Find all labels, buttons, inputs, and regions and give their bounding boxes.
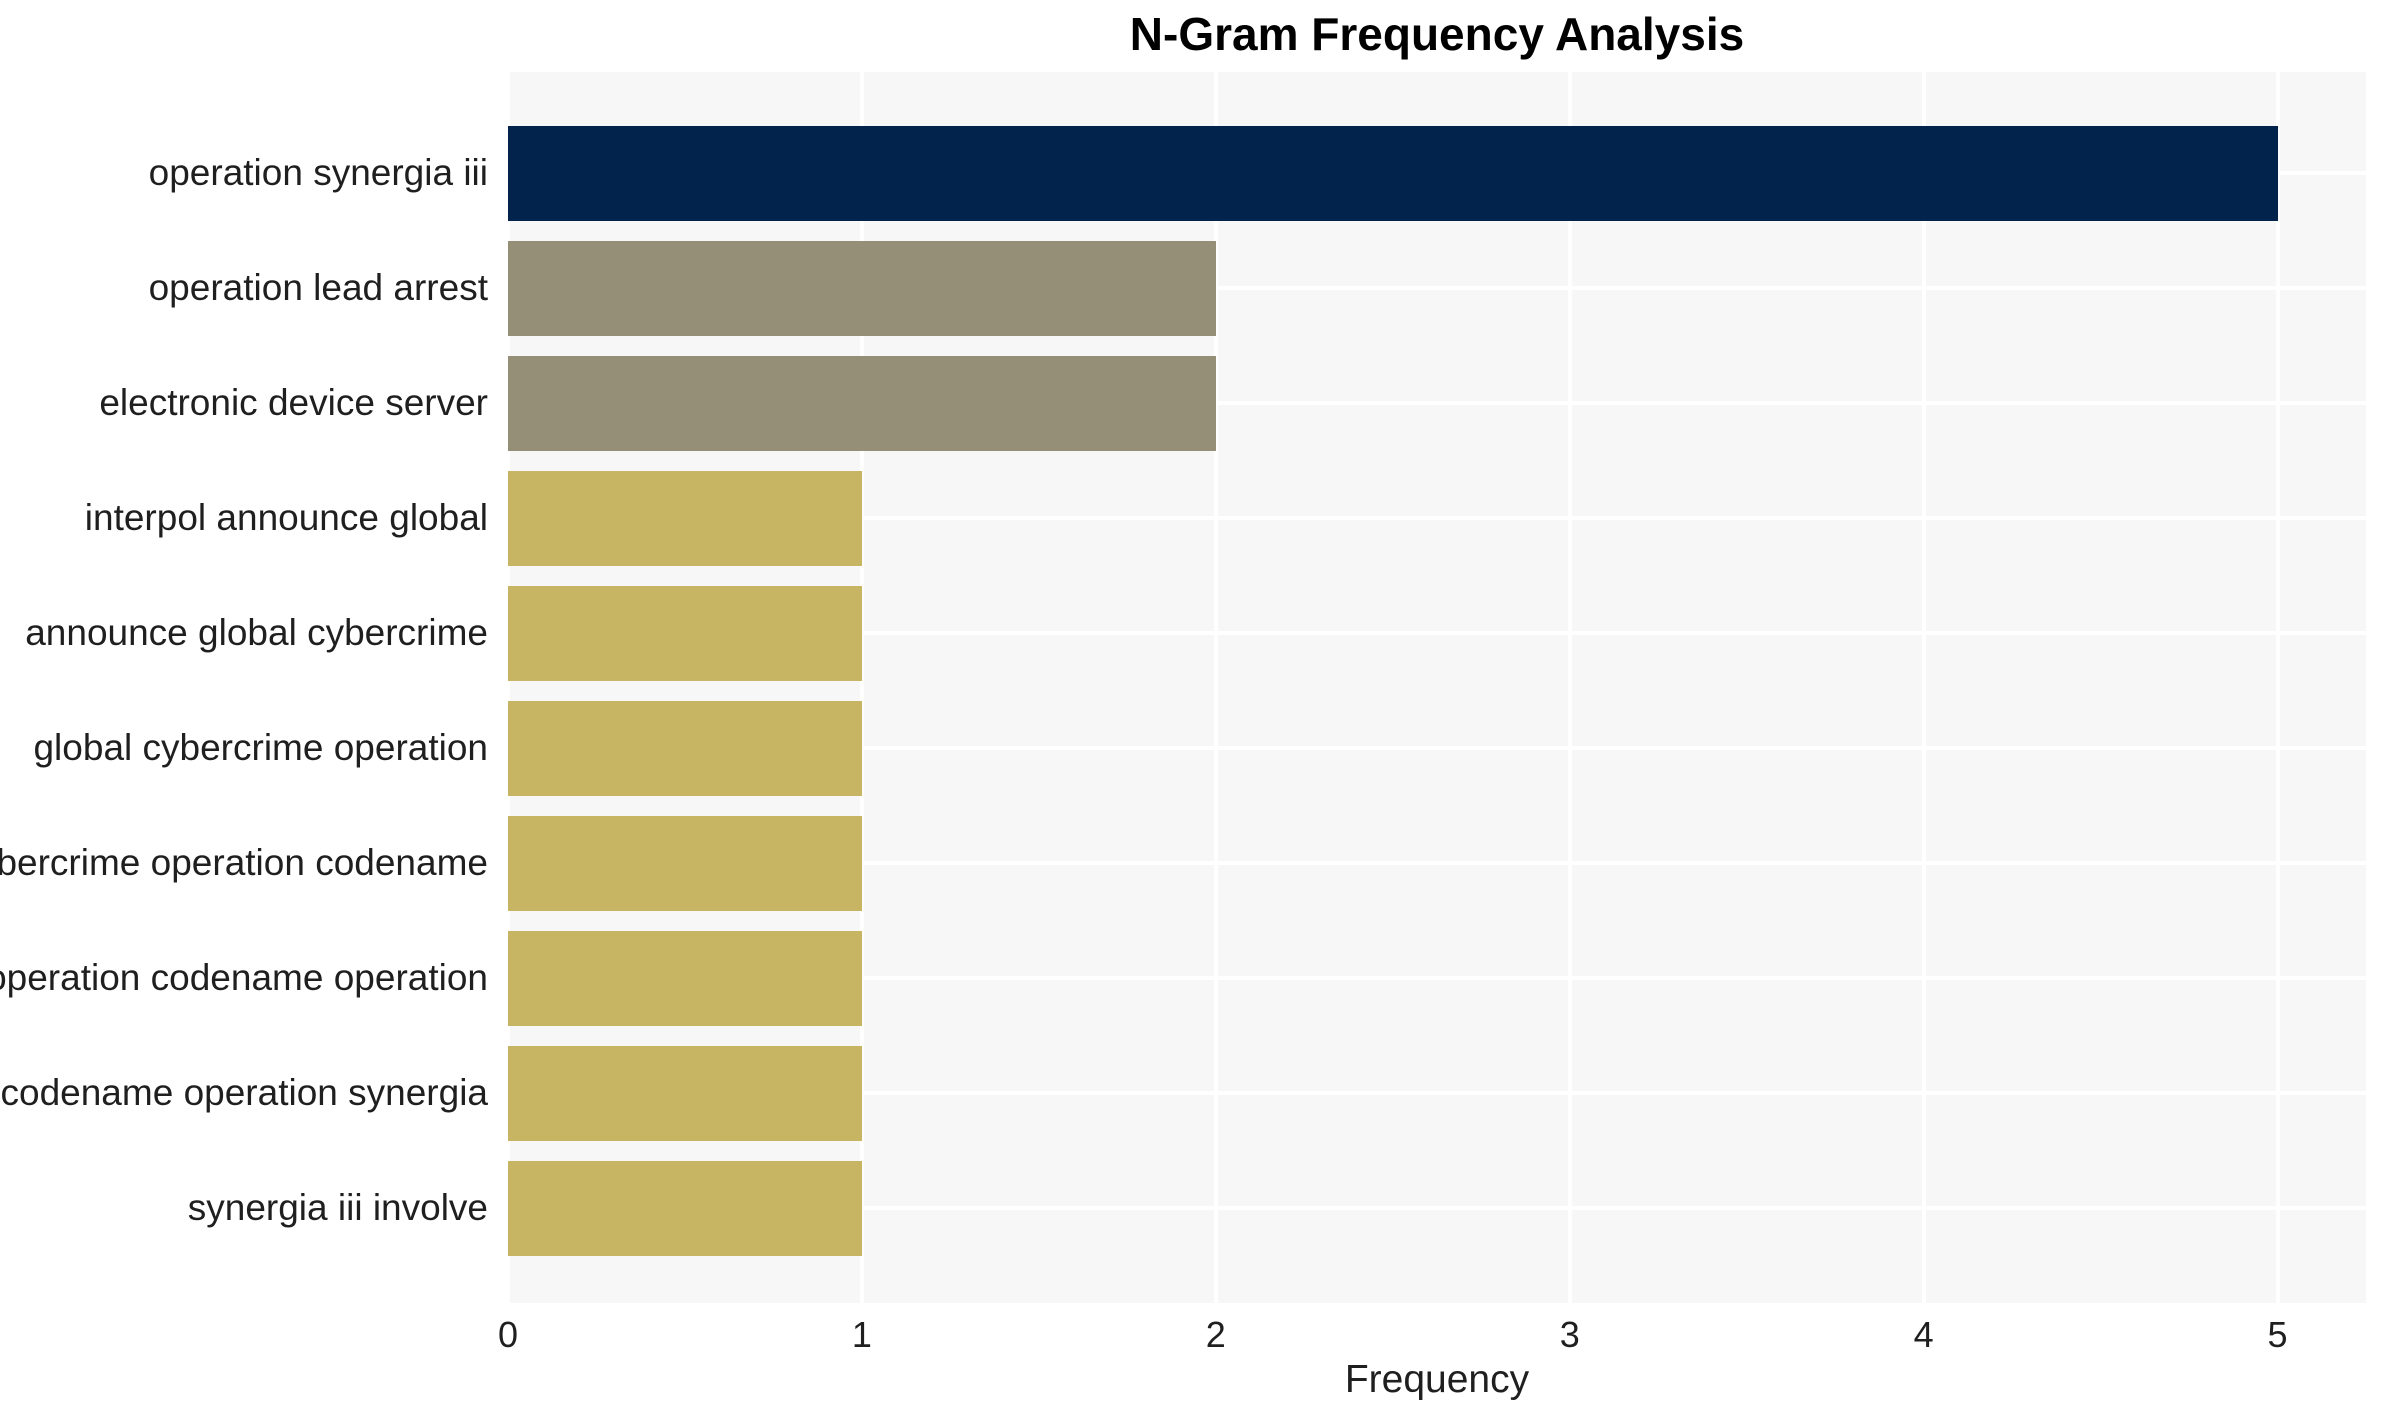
x-axis-ticks: 0 1 2 3 4 5 [498,1313,2366,1357]
chart-title: N-Gram Frequency Analysis [1129,8,1745,60]
gridline-horizontal [508,631,2366,636]
y-axis-category-label: global cybercrime operation [33,727,488,769]
bar [508,356,1216,451]
x-axis-tick-label: 2 [1205,1314,1226,1355]
gridline-horizontal [508,976,2366,981]
bar [508,1046,862,1141]
y-axis-category-label: electronic device server [99,382,488,424]
y-axis-category-label: codename operation synergia [0,1072,489,1114]
x-axis-tick-label: 1 [851,1314,872,1355]
gridline-horizontal [508,401,2366,406]
gridline-horizontal [508,746,2366,751]
y-axis-labels: operation synergia iii operation lead arr… [0,0,508,1402]
bar [508,816,862,911]
bar [508,701,862,796]
x-axis-tick-label: 3 [1559,1314,1580,1355]
y-axis-category-label: operation synergia iii [148,152,488,194]
y-axis-category-label: operation lead arrest [148,267,488,309]
gridline-vertical [859,72,864,1303]
bar [508,241,1216,336]
gridline-horizontal [508,516,2366,521]
y-axis-category-label: announce global cybercrime [25,612,488,654]
plot-area [506,72,2366,1303]
gridline-horizontal [508,1206,2366,1211]
gridline-vertical [1213,72,1218,1303]
y-axis-category-label: cybercrime operation codename [0,842,488,884]
bar [508,1161,862,1256]
y-axis-category-label: interpol announce global [84,497,488,539]
gridline-vertical [1567,72,1572,1303]
bar [508,126,2278,221]
x-axis-tick-label: 0 [497,1314,519,1355]
y-axis-category-label: synergia iii involve [187,1187,488,1229]
x-axis-label: Frequency [1344,1358,1530,1401]
gridline-vertical [1921,72,1926,1303]
bar [508,586,862,681]
x-axis-tick-label: 5 [2267,1314,2288,1355]
bar [508,931,862,1026]
gridline-horizontal [508,1091,2366,1096]
y-axis-category-label: operation codename operation [0,957,488,999]
gridline-horizontal [508,861,2366,866]
gridline-vertical [2275,72,2280,1303]
gridline-horizontal [508,286,2366,291]
x-axis-tick-label: 4 [1913,1314,1934,1355]
gridline-vertical [506,72,510,1303]
bar [508,471,862,566]
